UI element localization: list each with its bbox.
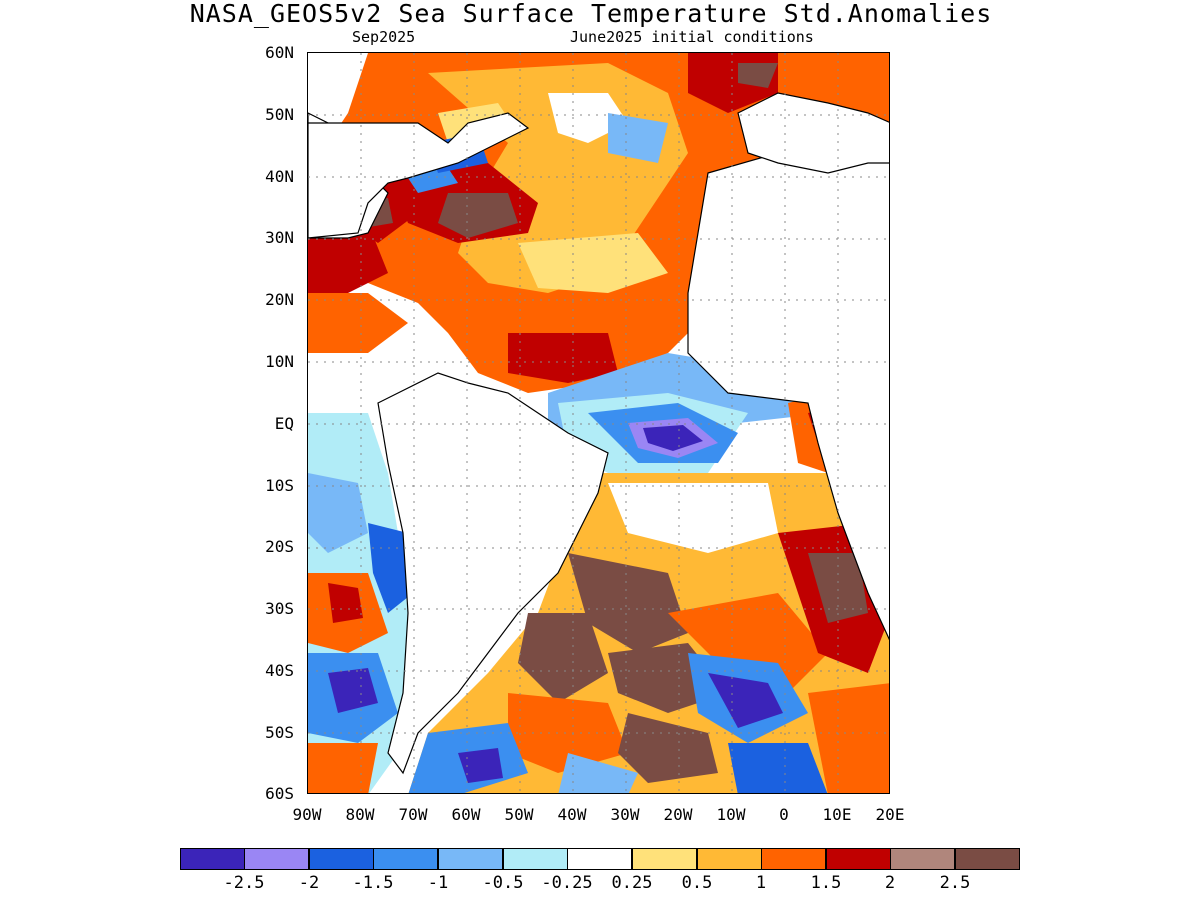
lat-label-30s: 30S [265,599,294,618]
lon-label-30w: 30W [610,805,640,824]
lat-label-10s: 10S [265,476,294,495]
colorbar-swatch-9 [697,848,762,870]
map-panel [307,52,890,794]
colorbar-label: -0.25 [541,873,593,893]
colorbar-swatch-8 [632,848,697,870]
colorbar-swatch-10 [761,848,826,870]
colorbar-swatch-11 [826,848,891,870]
lon-label-0: 0 [779,805,789,824]
colorbar-label: 0.5 [681,873,713,893]
land-masses [308,92,889,775]
lon-label-80w: 80W [345,805,375,824]
colorbar-swatch-2 [244,848,309,870]
colorbar-label: -0.5 [482,873,524,893]
lat-label-20n: 20N [265,290,294,309]
colorbar-swatch-12 [890,848,955,870]
lon-label-40w: 40W [557,805,587,824]
colorbar-swatch-7 [567,848,632,870]
lon-label-10e: 10E [822,805,852,824]
lon-label-90w: 90W [292,805,322,824]
lon-label-10w: 10W [716,805,746,824]
colorbar-label: -1.5 [352,873,394,893]
lat-label-40s: 40S [265,661,294,680]
colorbar-label: 0.25 [611,873,653,893]
lat-label-60n: 60N [265,43,294,62]
south-america-land [377,372,609,775]
colorbar-label: 1.5 [810,873,842,893]
lon-label-60w: 60W [451,805,481,824]
north-america-coast [308,112,530,239]
lon-label-50w: 50W [504,805,534,824]
colorbar-swatch-13 [955,848,1020,870]
lat-label-30n: 30N [265,228,294,247]
colorbar-label: -1 [427,873,449,893]
lon-label-70w: 70W [398,805,428,824]
lat-label-40n: 40N [265,167,294,186]
colorbar-label: 1 [755,873,767,893]
lat-label-50s: 50S [265,723,294,742]
lat-label-50n: 50N [265,105,294,124]
map-title: NASA_GEOS5v2 Sea Surface Temperature Std… [189,0,993,28]
lon-label-20e: 20E [875,805,905,824]
lat-label-20s: 20S [265,537,294,556]
lat-label-10n: 10N [265,352,294,371]
colorbar-swatch-3 [309,848,374,870]
colorbar-swatch-5 [438,848,503,870]
colorbar-swatch-4 [373,848,438,870]
lat-label-60s: 60S [265,784,294,803]
lat-label-eq: EQ [274,414,294,433]
colorbar-label: -2.5 [223,873,265,893]
anomaly-field [308,53,889,793]
europe-land [737,92,889,174]
colorbar-swatch-1 [180,848,245,870]
colorbar-label: -2 [298,873,320,893]
colorbar-label: 2 [884,873,896,893]
forecast-month-label: Sep2025 [352,28,416,46]
colorbar [180,848,1020,870]
initial-conditions-label: June2025 initial conditions [570,28,814,46]
lon-label-20w: 20W [663,805,693,824]
colorbar-swatch-6 [503,848,568,870]
map-gridlines [308,53,889,793]
colorbar-label: 2.5 [939,873,971,893]
south-pacific-west-region [308,413,413,793]
